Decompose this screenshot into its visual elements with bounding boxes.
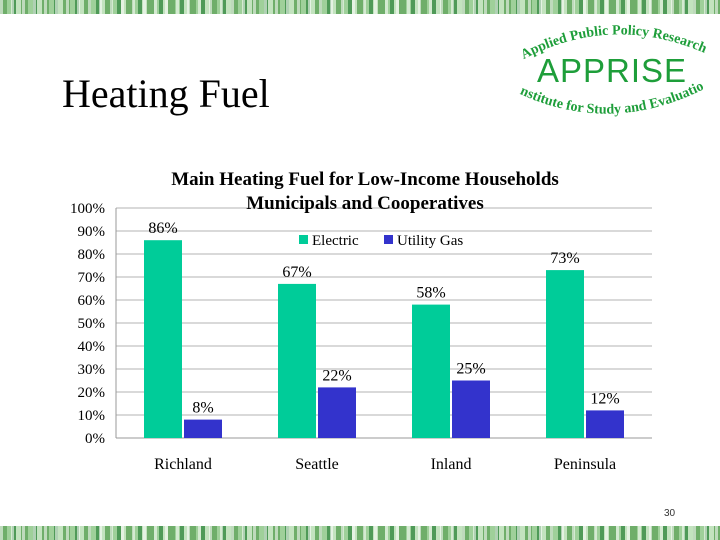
legend-label: Utility Gas — [397, 233, 463, 249]
bar-utility-gas — [452, 380, 490, 438]
legend-swatch — [384, 235, 393, 244]
bar-utility-gas — [586, 410, 624, 438]
y-tick-label: 10% — [78, 408, 106, 424]
x-tick-label: Peninsula — [554, 456, 616, 473]
data-label: 22% — [322, 367, 351, 384]
y-tick-label: 90% — [78, 224, 106, 240]
slide-title: Heating Fuel — [62, 71, 270, 116]
bar-electric — [546, 270, 584, 438]
data-label: 86% — [148, 220, 177, 237]
apprise-logo: Applied Public Policy Research APPRISE I… — [512, 18, 709, 118]
y-tick-label: 80% — [78, 247, 106, 263]
y-tick-label: 70% — [78, 270, 106, 286]
x-tick-label: Inland — [431, 456, 472, 473]
bottom-decorative-band — [0, 526, 720, 540]
data-label: 58% — [416, 285, 445, 302]
y-tick-label: 40% — [78, 339, 106, 355]
logo-name: APPRISE — [537, 52, 687, 89]
data-label: 73% — [550, 250, 579, 267]
bar-electric — [278, 283, 316, 438]
data-label: 25% — [456, 361, 485, 378]
top-decorative-band — [0, 0, 720, 14]
data-label: 8% — [192, 400, 213, 417]
y-tick-label: 20% — [78, 385, 106, 401]
y-tick-label: 50% — [78, 316, 106, 332]
x-tick-label: Seattle — [295, 456, 339, 473]
bar-utility-gas — [184, 419, 222, 438]
y-tick-label: 100% — [70, 201, 105, 217]
bar-electric — [144, 240, 182, 438]
y-tick-label: 0% — [85, 431, 105, 447]
y-tick-label: 60% — [78, 293, 106, 309]
bar-electric — [412, 304, 450, 438]
bar-utility-gas — [318, 387, 356, 438]
legend-label: Electric — [312, 233, 359, 249]
chart-title: Main Heating Fuel for Low-Income Househo… — [171, 169, 559, 190]
y-tick-label: 30% — [78, 362, 106, 378]
chart-subtitle: Municipals and Cooperatives — [246, 193, 484, 214]
slide-number: 30 — [664, 508, 676, 519]
legend-swatch — [299, 235, 308, 244]
data-label: 67% — [282, 264, 311, 281]
x-tick-label: Richland — [154, 456, 212, 473]
data-label: 12% — [590, 390, 619, 407]
